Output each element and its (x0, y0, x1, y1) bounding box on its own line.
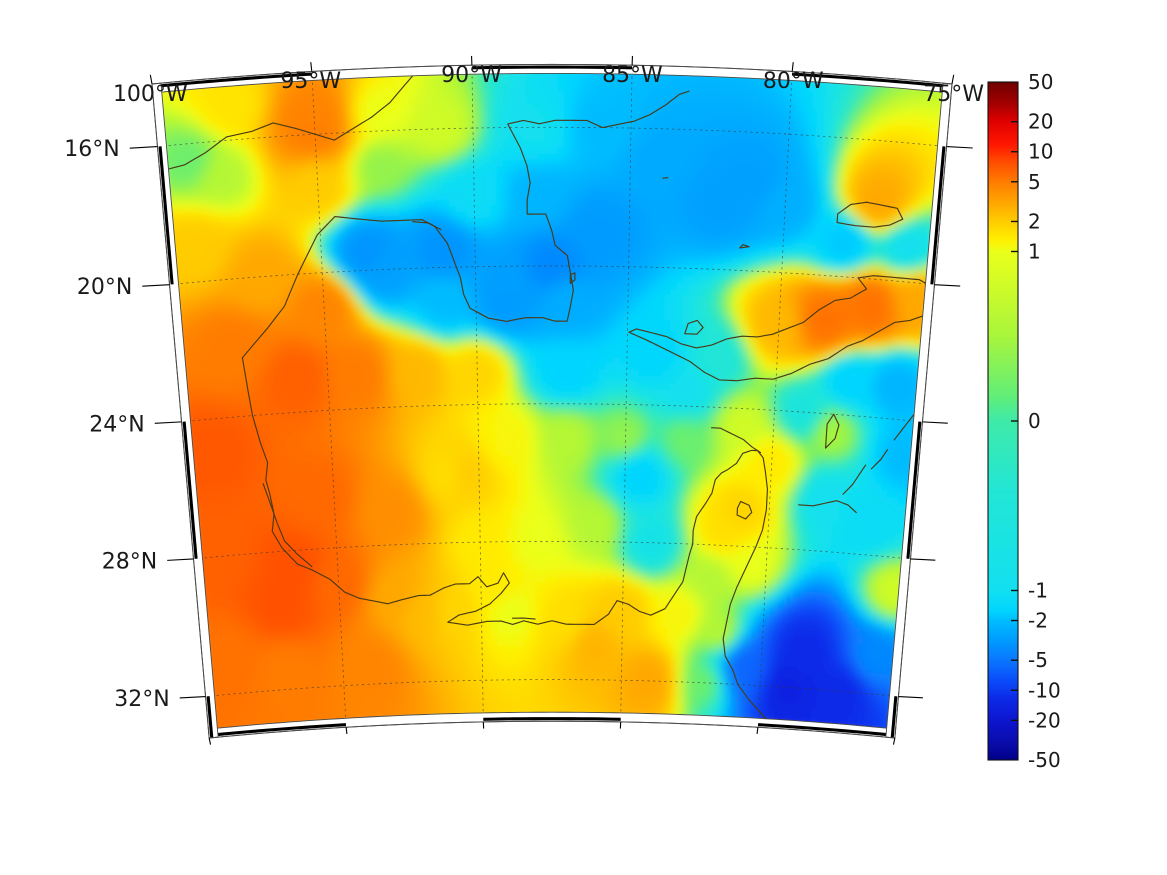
y-axis-labels: 32°N 28°N 24°N 20°N 16°N (64, 137, 169, 712)
colorbar-tick-label: 0 (1028, 409, 1041, 433)
x-tick-label: 90°W (441, 63, 502, 88)
coastlines (162, 73, 952, 729)
map-frame (151, 63, 953, 739)
y-tick-label: 28°N (102, 549, 157, 574)
colorbar-tick-label: 20 (1028, 110, 1053, 134)
y-tick-label: 16°N (64, 137, 119, 162)
y-tick-label: 20°N (77, 275, 132, 300)
x-tick-label: 80°W (763, 69, 824, 94)
colorbar-tick-label: -10 (1028, 678, 1061, 702)
colorbar-tick-label: 1 (1028, 240, 1041, 264)
colorbar-tick-label: 50 (1028, 70, 1053, 94)
x-tick-label: 75°W (923, 82, 984, 107)
graticule (152, 65, 952, 739)
colorbar-tick-label: -2 (1028, 609, 1048, 633)
colorbar-tick-label: -5 (1028, 648, 1048, 672)
x-tick-label: 95°W (280, 69, 341, 94)
x-tick-label: 100°W (113, 82, 188, 107)
y-tick-label: 24°N (89, 412, 144, 437)
x-axis-labels: 100°W 95°W 90°W 85°W 80°W 75°W (113, 63, 984, 107)
colorbar-tick-label: -1 (1028, 579, 1048, 603)
colorbar-tick-label: -50 (1028, 748, 1061, 772)
colorbar-tick-label: 2 (1028, 209, 1041, 233)
colorbar-tick-label: -20 (1028, 708, 1061, 732)
x-tick-label: 85°W (602, 63, 663, 88)
y-tick-label: 32°N (114, 687, 169, 712)
colorbar-tick-label: 10 (1028, 140, 1053, 164)
colorbar-tick-label: 5 (1028, 170, 1041, 194)
data-field (152, 64, 952, 739)
axis-ticks (129, 55, 973, 745)
colorbar-ticks (1011, 121, 1018, 721)
